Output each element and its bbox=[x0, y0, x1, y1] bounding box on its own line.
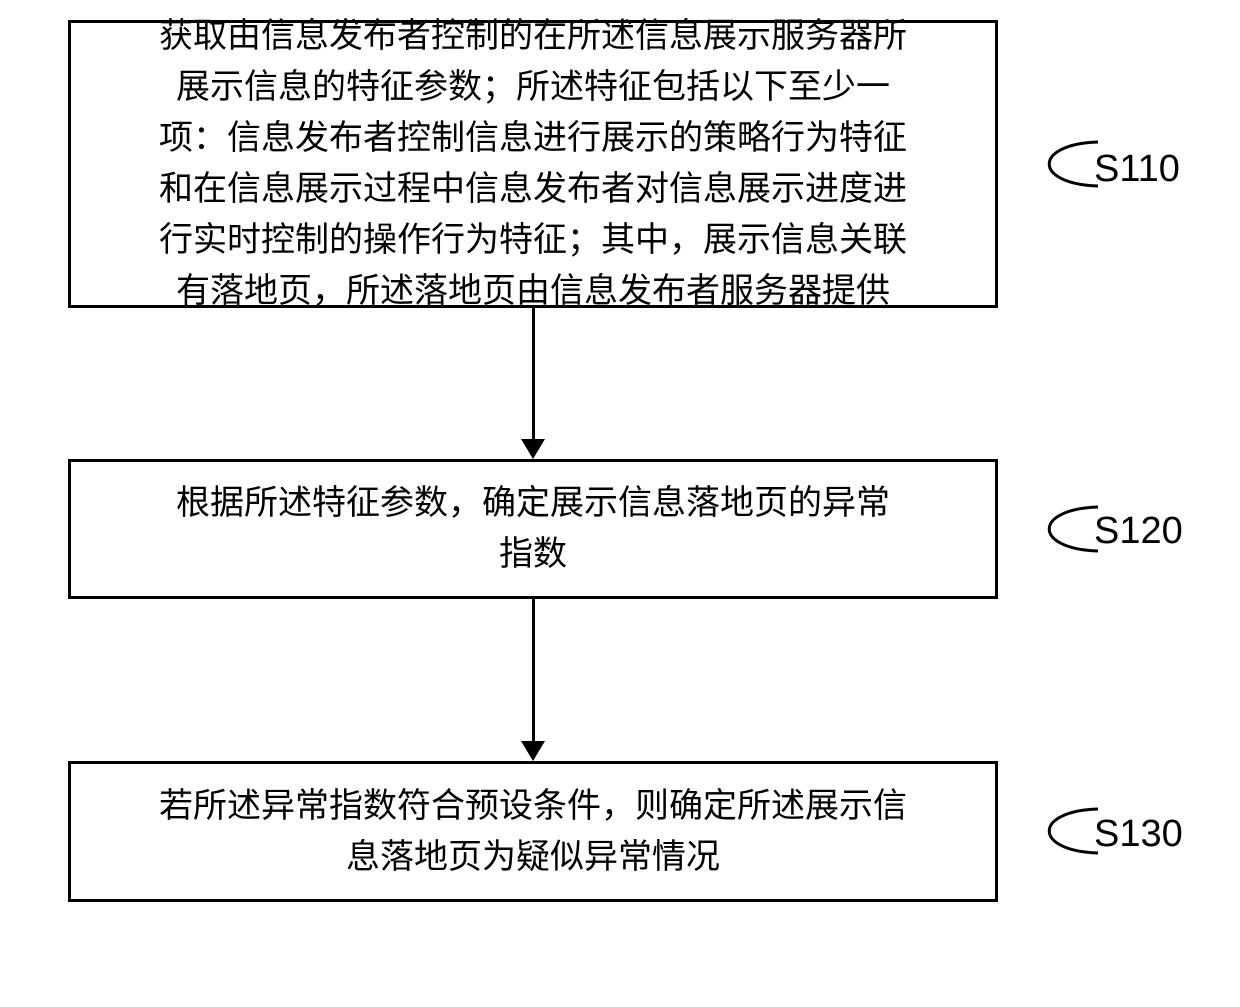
connector-s110-path bbox=[1049, 142, 1098, 186]
connector-s110 bbox=[998, 134, 1098, 194]
label-s110: S110 bbox=[1094, 148, 1180, 191]
flow-step-3-text: 若所述异常指数符合预设条件，则确定所述展示信 息落地页为疑似异常情况 bbox=[159, 781, 907, 883]
connector-s130 bbox=[998, 801, 1098, 861]
flow-step-2-text: 根据所述特征参数，确定展示信息落地页的异常 指数 bbox=[176, 478, 890, 580]
connector-s130-path bbox=[1049, 809, 1098, 853]
arrow-2-shaft bbox=[532, 599, 535, 741]
label-s120: S120 bbox=[1094, 510, 1183, 553]
flow-step-3: 若所述异常指数符合预设条件，则确定所述展示信 息落地页为疑似异常情况 bbox=[68, 761, 998, 902]
flow-step-1: 获取由信息发布者控制的在所述信息展示服务器所 展示信息的特征参数；所述特征包括以… bbox=[68, 20, 998, 308]
arrow-1-shaft bbox=[532, 308, 535, 439]
flow-step-2: 根据所述特征参数，确定展示信息落地页的异常 指数 bbox=[68, 459, 998, 599]
connector-s120 bbox=[998, 499, 1098, 559]
arrow-1-head bbox=[521, 439, 545, 459]
label-s130: S130 bbox=[1094, 813, 1183, 856]
connector-s120-path bbox=[1049, 507, 1098, 551]
arrow-2-head bbox=[521, 741, 545, 761]
flow-step-1-text: 获取由信息发布者控制的在所述信息展示服务器所 展示信息的特征参数；所述特征包括以… bbox=[159, 11, 907, 317]
